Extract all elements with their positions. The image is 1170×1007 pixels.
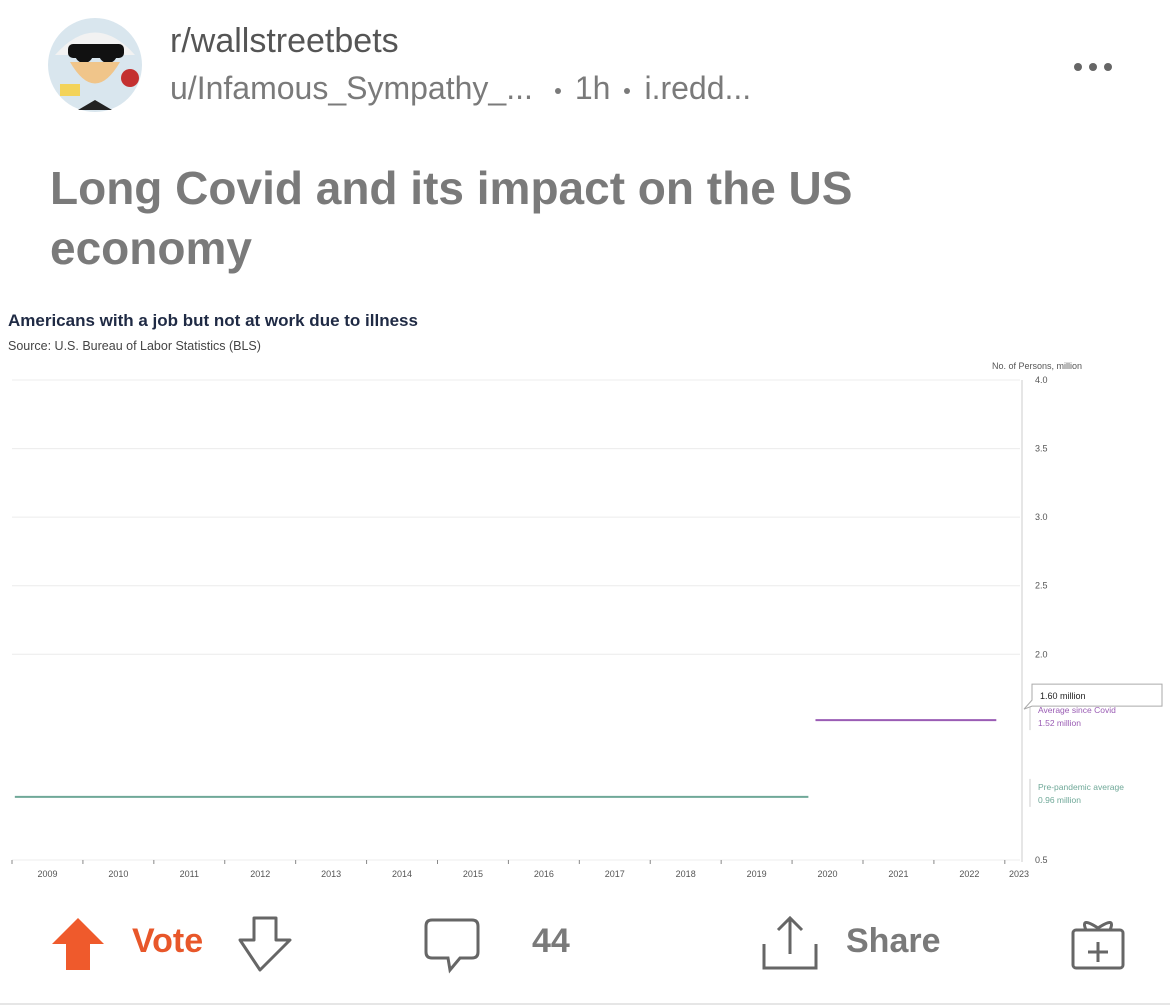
- y-tick-label: 2.0: [1035, 649, 1048, 659]
- avatar[interactable]: [48, 18, 142, 112]
- x-tick-label: 2020: [818, 869, 838, 879]
- post-meta: u/Infamous_Sympathy_... 1h i.redd...: [170, 70, 751, 107]
- reference-label: Average since Covid: [1038, 705, 1116, 715]
- comment-count[interactable]: 44: [532, 922, 570, 960]
- x-tick-label: 2014: [392, 869, 412, 879]
- x-tick-label: 2009: [37, 869, 57, 879]
- separator: [624, 87, 631, 94]
- share-icon[interactable]: [762, 915, 818, 970]
- x-tick-label: 2021: [888, 869, 908, 879]
- x-tick-label: 2023: [1009, 869, 1029, 879]
- y-tick-label: 3.0: [1035, 512, 1048, 522]
- y-axis-label: No. of Persons, million: [992, 361, 1082, 371]
- x-tick-label: 2019: [747, 869, 767, 879]
- y-tick-label: 3.5: [1035, 444, 1048, 454]
- x-tick-label: 2018: [676, 869, 696, 879]
- y-tick-label: 0.5: [1035, 855, 1048, 865]
- comment-icon[interactable]: [424, 918, 480, 974]
- x-tick-label: 2016: [534, 869, 554, 879]
- x-tick-label: 2011: [180, 869, 199, 879]
- y-tick-label: 2.5: [1035, 581, 1048, 591]
- post-domain[interactable]: i.redd...: [644, 70, 752, 106]
- annotation-label: 1.60 million: [1040, 691, 1086, 701]
- x-tick-label: 2010: [108, 869, 128, 879]
- y-tick-label: 4.0: [1035, 375, 1048, 385]
- more-menu[interactable]: [1074, 63, 1112, 71]
- post-age: 1h: [574, 70, 611, 106]
- downvote-icon[interactable]: [238, 916, 292, 972]
- annotation-box: [1023, 683, 1163, 710]
- vote-label[interactable]: Vote: [132, 922, 204, 960]
- reference-label: Pre-pandemic average: [1038, 782, 1124, 792]
- share-label[interactable]: Share: [846, 922, 941, 960]
- x-tick-label: 2017: [605, 869, 625, 879]
- chart-title: Americans with a job but not at work due…: [8, 311, 418, 330]
- subreddit[interactable]: r/wallstreetbets: [170, 22, 399, 60]
- x-tick-label: 2013: [321, 869, 341, 879]
- chart-subtitle: Source: U.S. Bureau of Labor Statistics …: [8, 339, 261, 353]
- award-icon[interactable]: [1071, 921, 1125, 970]
- x-tick-label: 2015: [463, 869, 483, 879]
- x-tick-label: 2022: [959, 869, 979, 879]
- upvote-icon[interactable]: [52, 918, 104, 970]
- reference-value-label: 1.52 million: [1038, 718, 1081, 728]
- x-tick-label: 2012: [250, 869, 270, 879]
- username[interactable]: u/Infamous_Sympathy_...: [170, 70, 533, 106]
- reference-value-label: 0.96 million: [1038, 795, 1081, 805]
- separator: [554, 87, 561, 94]
- post-title[interactable]: Long Covid and its impact on the US econ…: [50, 162, 853, 274]
